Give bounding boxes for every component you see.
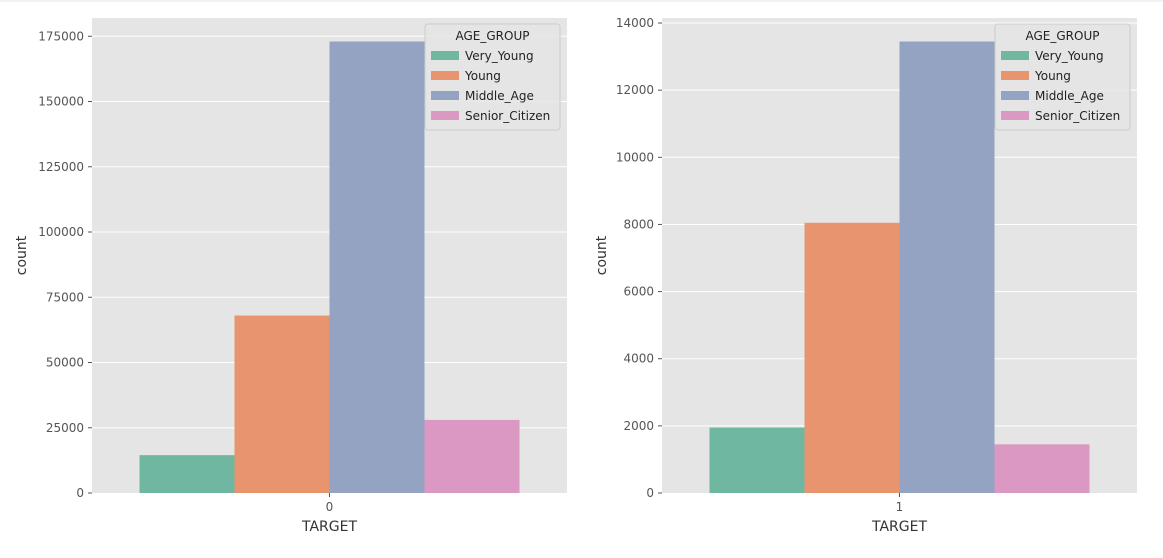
legend-swatch-senior-citizen (431, 111, 459, 120)
legend-swatch-young (1001, 71, 1029, 80)
legend-label-middle-age: Middle_Age (465, 89, 534, 103)
legend-swatch-middle-age (431, 91, 459, 100)
y-tick-label: 100000 (38, 225, 84, 239)
y-tick-label: 2000 (623, 419, 654, 433)
legend-label-very-young: Very_Young (465, 49, 534, 63)
bar-middle-age (899, 41, 995, 494)
x-axis-label: TARGET (871, 519, 927, 535)
legend-swatch-middle-age (1001, 91, 1029, 100)
legend-swatch-very-young (431, 51, 459, 60)
bar-very-young (139, 455, 235, 493)
y-tick-label: 4000 (623, 352, 654, 366)
legend: AGE_GROUP Very_Young Young Middle_Age Senior… (994, 23, 1131, 131)
bar-young (234, 315, 330, 493)
legend-box (424, 23, 561, 131)
y-tick-label: 8000 (623, 217, 654, 231)
y-axis-label: count (14, 235, 30, 275)
x-axis-label: TARGET (301, 519, 357, 535)
bar-senior-citizen (424, 419, 520, 493)
legend-swatch-senior-citizen (1001, 111, 1029, 120)
legend-label-young: Young (1034, 69, 1071, 83)
legend-swatch-young (431, 71, 459, 80)
legend-label-senior-citizen: Senior_Citizen (1035, 109, 1120, 123)
y-tick-label: 10000 (616, 150, 654, 164)
y-tick-label: 0 (646, 486, 654, 500)
y-tick-label: 0 (76, 486, 84, 500)
legend-label-young: Young (464, 69, 501, 83)
x-tick-label: 1 (896, 500, 904, 514)
x-tick-label: 0 (326, 500, 334, 514)
y-tick-label: 150000 (38, 95, 84, 109)
bar-senior-citizen (994, 444, 1090, 493)
legend-label-very-young: Very_Young (1035, 49, 1104, 63)
bar-young (804, 222, 900, 493)
legend-box (994, 23, 1131, 131)
y-tick-label: 6000 (623, 285, 654, 299)
legend: AGE_GROUP Very_Young Young Middle_Age Senior… (424, 23, 561, 131)
y-axis-label: count (594, 235, 610, 275)
y-tick-label: 25000 (46, 421, 84, 435)
legend-label-middle-age: Middle_Age (1035, 89, 1104, 103)
legend-title: AGE_GROUP (456, 29, 530, 43)
y-tick-label: 125000 (38, 160, 84, 174)
right-chart-panel: 0 2000 4000 6000 8000 10000 12000 14000 1 TARGET c… (594, 16, 1137, 535)
left-chart-panel: 0 25000 50000 75000 100000 125000 150000 175000… (14, 18, 567, 535)
y-tick-label: 175000 (38, 29, 84, 43)
bar-very-young (709, 427, 805, 493)
y-tick-label: 14000 (616, 16, 654, 30)
y-tick-label: 75000 (46, 290, 84, 304)
legend-label-senior-citizen: Senior_Citizen (465, 109, 550, 123)
bar-middle-age (329, 41, 425, 493)
legend-swatch-very-young (1001, 51, 1029, 60)
legend-title: AGE_GROUP (1026, 29, 1100, 43)
y-tick-label: 12000 (616, 83, 654, 97)
y-tick-label: 50000 (46, 356, 84, 370)
